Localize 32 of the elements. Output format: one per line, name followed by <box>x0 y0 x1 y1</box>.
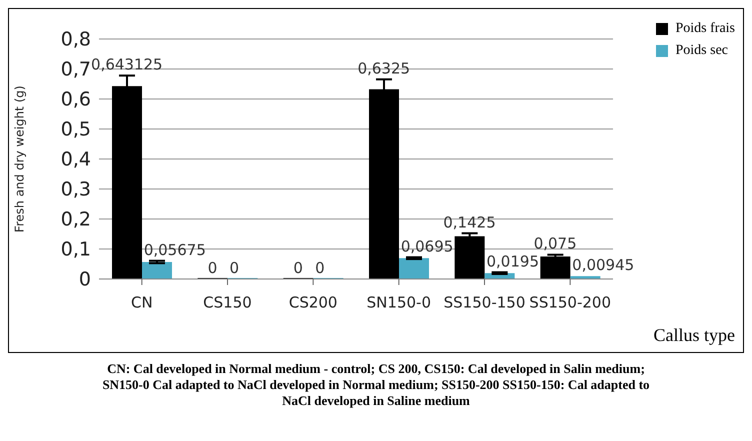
x-tick-label: SS150-150 <box>444 294 526 312</box>
y-tick-label: 0,4 <box>60 148 91 171</box>
data-label: 0,075 <box>534 234 577 253</box>
text: CN: Cal developed in Normal medium - control; CS 200, CS150: Cal developed in Salin medium; SN150-0 Cal adapted to NaCl developed in Normal medium; SS150-200 SS150-150: Cal adapted to NaCl developed in Saline medium <box>101 361 651 409</box>
data-label: 0,0695 <box>400 237 454 256</box>
y-axis-title: Fresh and dry weight (g) <box>12 86 26 232</box>
y-tick-label: 0,3 <box>60 178 91 201</box>
data-label: 0,1425 <box>443 213 496 232</box>
data-label: 0,05675 <box>144 240 206 259</box>
data-label: 0 <box>293 259 303 277</box>
legend-label: Poids frais <box>676 21 735 37</box>
y-tick-label: 0 <box>78 268 91 291</box>
y-tick-label: 0,7 <box>60 58 91 81</box>
data-label: 0,00945 <box>572 256 634 274</box>
data-label: 0 <box>315 259 325 277</box>
y-tick-label: 0,2 <box>60 208 91 231</box>
data-label: 0 <box>230 259 240 277</box>
y-tick-label: 0,6 <box>60 88 91 111</box>
data-label: 0,643125 <box>91 56 163 74</box>
x-axis-title: Callus type <box>654 325 735 346</box>
y-tick-label: 0,5 <box>60 118 91 141</box>
data-label: 0,6325 <box>358 59 410 78</box>
legend-label: Poids sec <box>676 43 728 59</box>
x-tick-label: CN <box>130 294 153 312</box>
x-tick-label: CS200 <box>288 294 338 312</box>
x-tick-label: CS150 <box>203 294 252 312</box>
x-tick-label: SN150-0 <box>366 294 432 312</box>
data-label: 0 <box>208 259 218 277</box>
y-tick-label: 0,1 <box>60 238 91 261</box>
y-tick-label: 0,8 <box>60 28 91 51</box>
x-tick-label: SS150-200 <box>529 294 612 312</box>
data-label: 0,0195 <box>486 252 539 270</box>
